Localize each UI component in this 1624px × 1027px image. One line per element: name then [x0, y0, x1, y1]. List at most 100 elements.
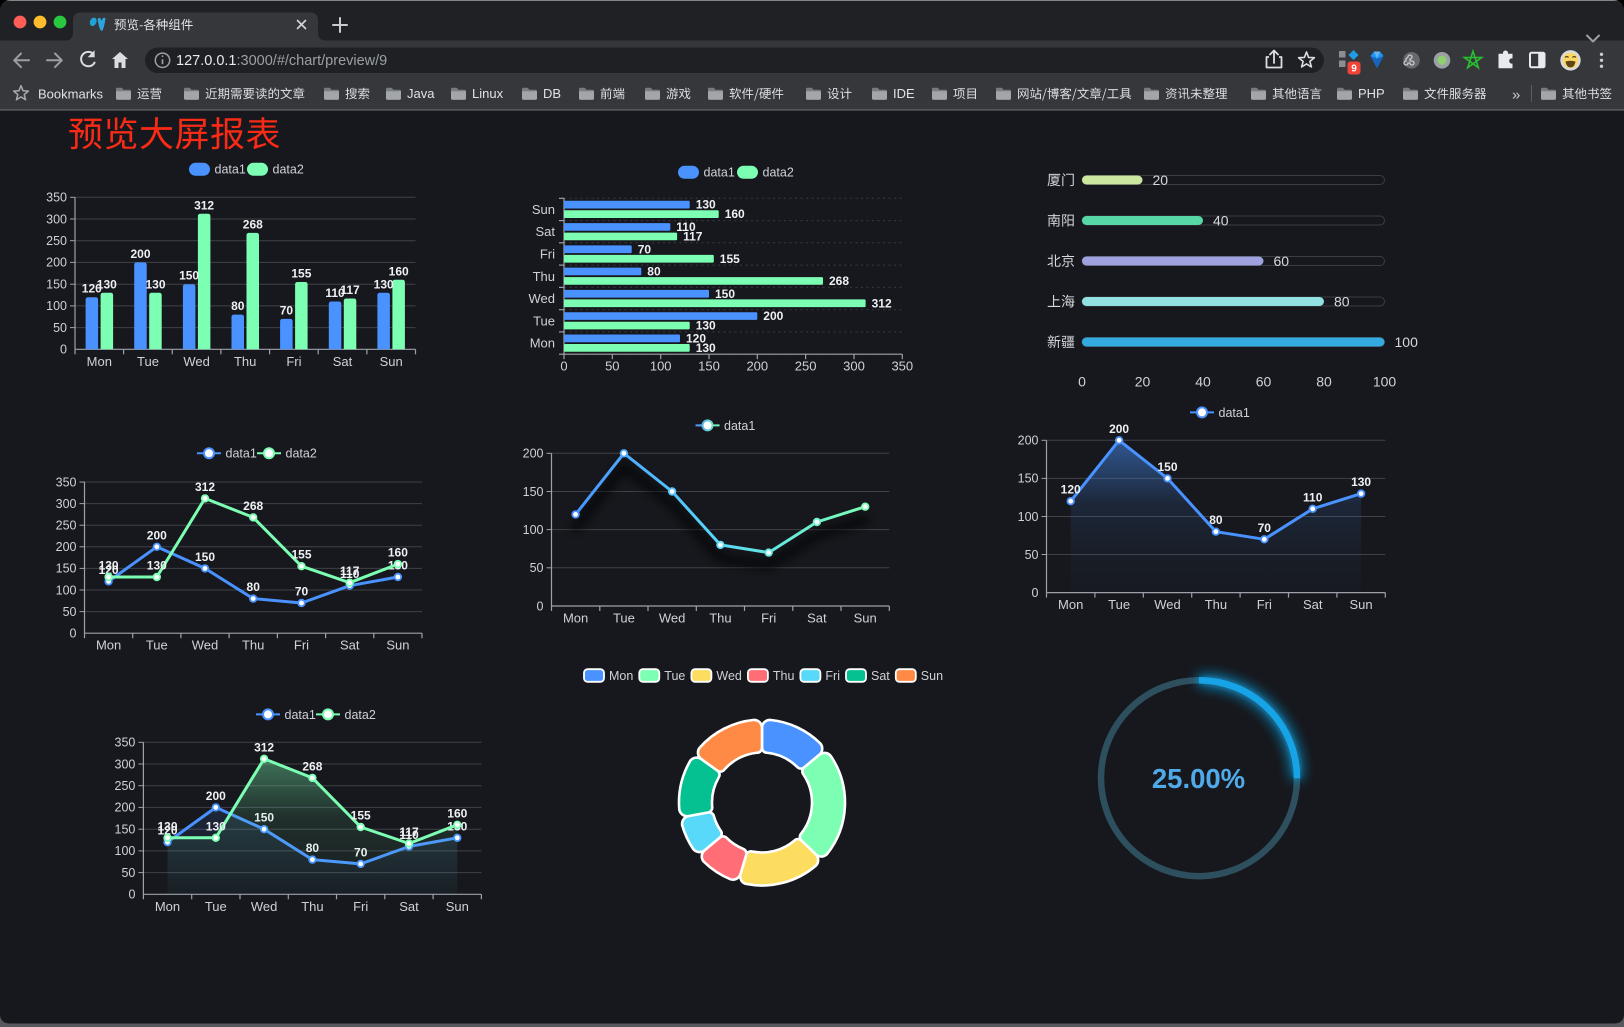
svg-text:250: 250	[56, 519, 77, 533]
svg-text:120: 120	[99, 563, 119, 577]
svg-text:155: 155	[720, 252, 740, 266]
svg-text:data1: data1	[226, 447, 257, 461]
svg-text:Sun: Sun	[532, 202, 555, 217]
svg-text:130: 130	[696, 341, 716, 355]
svg-text:70: 70	[638, 242, 652, 256]
svg-text:50: 50	[530, 561, 544, 575]
svg-text:200: 200	[1018, 434, 1039, 448]
svg-text:200: 200	[206, 789, 226, 803]
svg-text:data2: data2	[273, 163, 304, 177]
svg-text:117: 117	[340, 283, 360, 297]
svg-text:130: 130	[1351, 475, 1371, 489]
svg-text:120: 120	[82, 282, 102, 296]
svg-text:155: 155	[351, 809, 371, 823]
svg-text:80: 80	[247, 580, 261, 594]
svg-text:250: 250	[795, 359, 817, 374]
svg-text:300: 300	[56, 497, 77, 511]
svg-text:PHP: PHP	[1358, 86, 1385, 101]
svg-text:data1: data1	[1219, 406, 1250, 420]
svg-text:150: 150	[195, 550, 215, 564]
svg-text:data1: data1	[704, 166, 735, 180]
svg-text:150: 150	[179, 269, 199, 283]
svg-text:150: 150	[46, 278, 67, 292]
svg-text:200: 200	[130, 247, 150, 261]
svg-text:300: 300	[843, 359, 865, 374]
svg-text:268: 268	[243, 499, 263, 513]
svg-text:Mon: Mon	[530, 336, 555, 351]
svg-text:150: 150	[715, 287, 735, 301]
svg-text:80: 80	[1316, 374, 1332, 390]
svg-text:268: 268	[243, 217, 263, 231]
svg-text:110: 110	[340, 567, 360, 581]
svg-text:Sun: Sun	[386, 638, 409, 653]
svg-text:Sat: Sat	[399, 899, 419, 914]
svg-text:Fri: Fri	[761, 611, 776, 626]
svg-text:350: 350	[56, 475, 77, 489]
svg-text:data1: data1	[285, 708, 316, 722]
svg-text:100: 100	[523, 523, 544, 537]
svg-text:Fri: Fri	[825, 669, 840, 683]
svg-text:Wed: Wed	[659, 611, 686, 626]
svg-text:Mon: Mon	[87, 354, 112, 369]
svg-text:80: 80	[647, 265, 661, 279]
svg-text:Wed: Wed	[716, 669, 742, 683]
svg-text:100: 100	[46, 299, 67, 313]
svg-text:0: 0	[60, 343, 67, 357]
svg-text:150: 150	[698, 359, 720, 374]
svg-text:Fri: Fri	[286, 354, 301, 369]
svg-text:Bookmarks: Bookmarks	[38, 86, 104, 101]
svg-text:Fri: Fri	[294, 638, 309, 653]
svg-text:100: 100	[56, 583, 77, 597]
svg-text:160: 160	[388, 546, 408, 560]
svg-text:9: 9	[1351, 64, 1357, 75]
svg-text:Thu: Thu	[709, 611, 731, 626]
svg-text:Mon: Mon	[96, 638, 121, 653]
svg-text:312: 312	[195, 480, 215, 494]
svg-text:312: 312	[872, 296, 892, 310]
svg-text:268: 268	[302, 759, 322, 773]
svg-text:Thu: Thu	[773, 669, 795, 683]
svg-text:Linux: Linux	[472, 86, 504, 101]
svg-text:0: 0	[70, 627, 77, 641]
svg-text:120: 120	[1061, 483, 1081, 497]
svg-text:130: 130	[99, 559, 119, 573]
svg-text:Wed: Wed	[1154, 597, 1181, 612]
svg-text:50: 50	[1025, 548, 1039, 562]
svg-text:Sun: Sun	[921, 669, 943, 683]
svg-text:50: 50	[121, 866, 135, 880]
svg-text:Mon: Mon	[563, 611, 588, 626]
svg-text:0: 0	[537, 599, 544, 613]
svg-text:Thu: Thu	[533, 269, 555, 284]
svg-text:data1: data1	[724, 419, 755, 433]
svg-text:130: 130	[374, 277, 394, 291]
svg-text:300: 300	[115, 757, 136, 771]
svg-text:50: 50	[605, 359, 619, 374]
svg-text:130: 130	[696, 319, 716, 333]
svg-text:Tue: Tue	[146, 638, 168, 653]
svg-text:Wed: Wed	[192, 638, 219, 653]
svg-text:Tue: Tue	[1108, 597, 1130, 612]
svg-text:20: 20	[1135, 374, 1151, 390]
svg-text:200: 200	[763, 309, 783, 323]
svg-text:130: 130	[97, 277, 117, 291]
svg-text:110: 110	[325, 286, 345, 300]
svg-text:Fri: Fri	[353, 899, 368, 914]
svg-text:100: 100	[1018, 510, 1039, 524]
svg-text:100: 100	[650, 359, 672, 374]
svg-text:120: 120	[157, 824, 177, 838]
svg-text:150: 150	[56, 562, 77, 576]
svg-text:120: 120	[686, 331, 706, 345]
svg-text:312: 312	[254, 740, 274, 754]
svg-text:IDE: IDE	[893, 86, 915, 101]
svg-text:Thu: Thu	[1205, 597, 1227, 612]
svg-text:Fri: Fri	[540, 247, 555, 262]
svg-text:110: 110	[1303, 490, 1323, 504]
svg-text:150: 150	[1157, 460, 1177, 474]
svg-text:350: 350	[46, 191, 67, 205]
svg-text:268: 268	[829, 274, 849, 288]
svg-text:130: 130	[147, 559, 167, 573]
svg-text:250: 250	[115, 779, 136, 793]
svg-text:200: 200	[523, 447, 544, 461]
svg-text:150: 150	[115, 823, 136, 837]
svg-text:Sat: Sat	[535, 224, 555, 239]
